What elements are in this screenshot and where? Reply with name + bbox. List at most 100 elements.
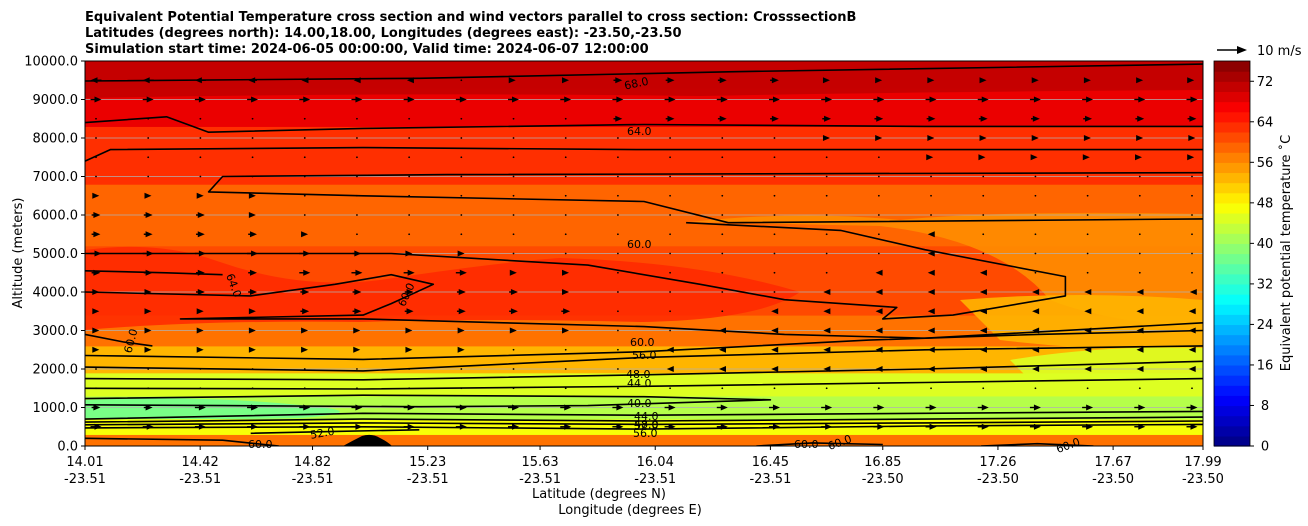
x-axis: 14.01 -23.51 14.42 -23.51 14.82 -23.51 15.23 -2… bbox=[64, 446, 1224, 487]
wind-vector-dot bbox=[877, 387, 880, 390]
wind-vector bbox=[301, 327, 309, 334]
wind-vector bbox=[1082, 423, 1094, 430]
wind-vector bbox=[717, 77, 727, 84]
wind-vector-dot bbox=[721, 252, 724, 255]
wind-vector-dot bbox=[512, 233, 515, 236]
wind-vector bbox=[352, 308, 362, 315]
wind-vector bbox=[1136, 289, 1144, 295]
x-tick-label-latitude: 15.23 bbox=[409, 455, 446, 470]
wind-vector-dot bbox=[825, 194, 828, 197]
colorbar-segment bbox=[1214, 162, 1250, 174]
contour-label: 56.0 bbox=[632, 349, 657, 362]
colorbar-segment bbox=[1214, 354, 1250, 366]
wind-vector bbox=[926, 154, 934, 161]
wind-vector bbox=[718, 327, 726, 334]
x-tick-label-longitude: -23.50 bbox=[977, 472, 1019, 487]
colorbar-label: Equivalent potential temperature ˚C bbox=[1278, 135, 1294, 371]
wind-vector bbox=[1186, 96, 1198, 103]
wind-vector bbox=[1084, 366, 1092, 372]
wind-vector-dot bbox=[982, 194, 985, 197]
wind-vector bbox=[194, 404, 206, 411]
wind-vector-dot bbox=[356, 175, 358, 178]
wind-vector bbox=[1084, 346, 1092, 353]
wind-vector bbox=[92, 289, 100, 295]
wind-vector-dot bbox=[825, 387, 828, 390]
wind-vector-dot bbox=[564, 156, 567, 159]
wind-vector bbox=[144, 346, 152, 353]
wind-vector bbox=[196, 192, 204, 199]
wind-vector-dot bbox=[512, 252, 515, 255]
wind-vector bbox=[195, 289, 205, 295]
wind-vector bbox=[979, 366, 987, 372]
wind-vector bbox=[560, 423, 572, 430]
contour-label: 60.0 bbox=[630, 336, 655, 349]
wind-vector-dot bbox=[408, 117, 411, 120]
wind-vector bbox=[509, 327, 517, 334]
wind-vector-dot bbox=[356, 194, 358, 197]
wind-vector-dot bbox=[356, 214, 358, 216]
wind-vector-dot bbox=[251, 175, 254, 178]
wind-vector bbox=[666, 366, 674, 372]
contour-line bbox=[250, 429, 420, 435]
wind-vector-dot bbox=[1086, 252, 1089, 255]
contour-label: 52.0 bbox=[634, 419, 659, 432]
wind-vector-dot bbox=[564, 368, 567, 370]
wind-vector bbox=[405, 327, 413, 334]
wind-vector-dot bbox=[460, 137, 463, 139]
colorbar-segment bbox=[1214, 152, 1250, 163]
wind-vector bbox=[299, 96, 311, 103]
wind-vector bbox=[1031, 135, 1039, 141]
y-tick-label: 0.0 bbox=[57, 440, 78, 455]
wind-vector-dot bbox=[408, 175, 411, 178]
wind-vector bbox=[822, 115, 832, 122]
wind-vector-dot bbox=[825, 252, 828, 255]
wind-vector bbox=[612, 96, 624, 103]
y-tick-label: 8000.0 bbox=[33, 132, 79, 147]
wind-vector-dot bbox=[303, 368, 306, 370]
y-tick-label: 5000.0 bbox=[33, 247, 79, 262]
wind-vector-dot bbox=[617, 175, 619, 178]
wind-vector bbox=[195, 269, 205, 276]
wind-vector bbox=[299, 423, 311, 430]
colorbar-frame bbox=[1213, 60, 1251, 447]
x-tick-label-latitude: 14.82 bbox=[294, 455, 331, 470]
wind-vector-dot bbox=[1138, 271, 1141, 274]
colorbar-segment bbox=[1214, 425, 1250, 437]
wind-vector-dot bbox=[564, 137, 567, 139]
wind-vector bbox=[978, 154, 986, 161]
wind-vector-dot bbox=[1191, 271, 1193, 274]
wind-vector bbox=[560, 96, 572, 103]
wind-vector-dot bbox=[564, 348, 567, 351]
wind-vector bbox=[351, 423, 363, 430]
wind-vector bbox=[1188, 346, 1196, 353]
wind-vector-dot bbox=[1138, 214, 1141, 216]
wind-vector bbox=[144, 308, 152, 315]
wind-vector bbox=[248, 308, 256, 315]
wind-vector-dot bbox=[773, 194, 776, 197]
wind-vector bbox=[718, 366, 726, 372]
colorbar-segment bbox=[1214, 101, 1250, 113]
wind-vector-dot bbox=[356, 117, 358, 120]
wind-vector-dot bbox=[1086, 214, 1089, 216]
wind-vector bbox=[1032, 327, 1040, 334]
wind-vector bbox=[771, 308, 779, 315]
colorbar-tick-label: 16 bbox=[1257, 358, 1274, 373]
colorbar-tick-label: 72 bbox=[1257, 75, 1274, 90]
wind-vector bbox=[248, 327, 256, 334]
colorbar-segment bbox=[1214, 435, 1250, 447]
wind-vector bbox=[664, 423, 676, 430]
wind-vector-dot bbox=[512, 117, 515, 120]
wind-vector bbox=[508, 96, 520, 103]
wind-vector-dot bbox=[982, 214, 985, 216]
y-axis: 0.0 1000.0 2000.0 3000.0 4000.0 5000.0 6000.0 7… bbox=[24, 55, 85, 455]
wind-vector bbox=[978, 115, 988, 122]
wind-vector bbox=[196, 308, 204, 315]
wind-vector-dot bbox=[95, 368, 97, 370]
wind-vector-dot bbox=[877, 156, 880, 159]
wind-vector-dot bbox=[356, 137, 358, 139]
wind-vector-dot bbox=[825, 214, 828, 216]
wind-vector-dot bbox=[460, 79, 463, 82]
contour-label: 40.0 bbox=[627, 397, 652, 410]
wind-vector-dot bbox=[460, 194, 463, 197]
wind-vector-dot bbox=[1191, 175, 1193, 178]
